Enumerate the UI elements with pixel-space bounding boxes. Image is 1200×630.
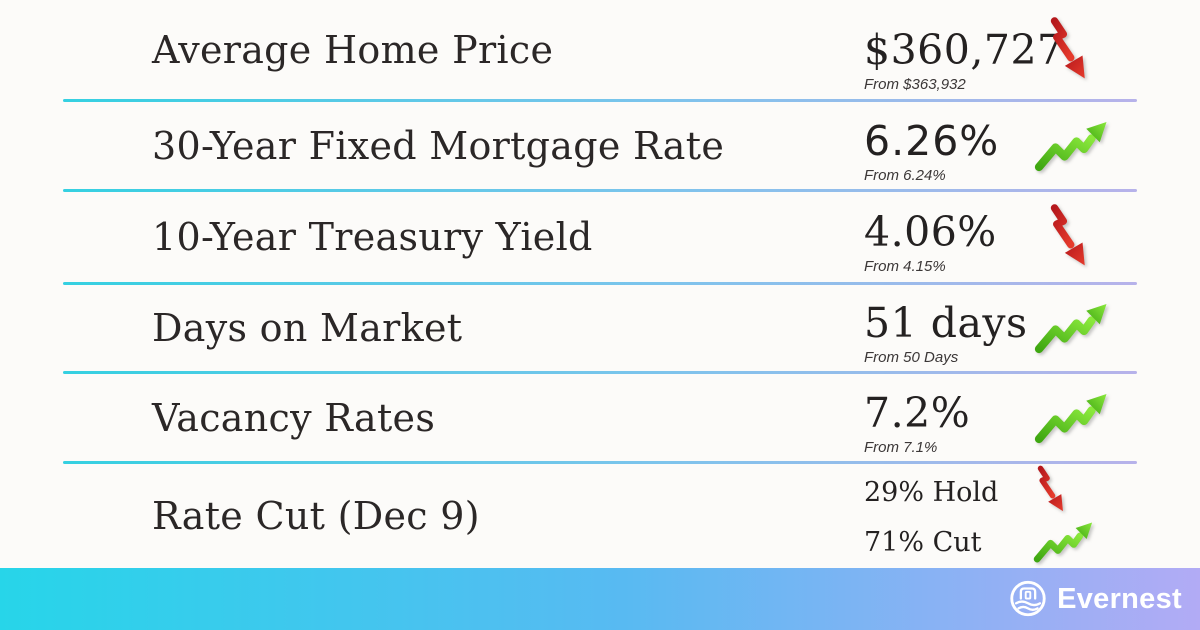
metric-row-average-home-price: Average Home Price $360,727 From $363,93… [0, 0, 1200, 99]
metric-value-block: 51 days From 50 Days [864, 299, 1028, 367]
metric-previous-value: From 6.24% [864, 166, 946, 184]
metric-row-rate-cut: Rate Cut (Dec 9) 29% Hold 71% Cut [0, 464, 1200, 568]
evernest-logo-icon [1010, 580, 1046, 617]
trend-up-icon [1034, 393, 1107, 443]
rate-cut-cut-row: 71% Cut [864, 520, 1164, 564]
metric-row-days-on-market: Days on Market 51 days From 50 Days [0, 285, 1200, 371]
row-divider [63, 461, 1137, 464]
metric-previous-value: From 7.1% [864, 438, 938, 456]
metric-label: 30-Year Fixed Mortgage Rate [152, 123, 725, 168]
trend-down-icon [1037, 465, 1063, 512]
metric-value: 51 days [864, 299, 1028, 348]
metric-value: 4.06% [864, 208, 997, 257]
trend-down-icon [1050, 204, 1085, 266]
metric-row-vacancy-rates: Vacancy Rates 7.2% From 7.1% [0, 374, 1200, 461]
metric-value: 29% Hold [864, 476, 999, 508]
metric-value: 6.26% [864, 116, 1000, 165]
metric-label: 10-Year Treasury Yield [152, 215, 593, 259]
metric-label: Average Home Price [152, 27, 554, 72]
metric-value-block: 7.2% From 7.1% [864, 388, 971, 456]
metric-value: 7.2% [864, 388, 971, 437]
metric-previous-value: From $363,932 [864, 76, 966, 94]
rate-cut-hold-row: 29% Hold [864, 465, 1164, 516]
row-divider [63, 371, 1137, 374]
trend-up-icon [1034, 304, 1107, 354]
metric-value: $360,727 [864, 26, 1064, 75]
metric-previous-value: From 4.15% [864, 258, 946, 276]
metric-value: 71% Cut [864, 526, 982, 558]
metric-label: Vacancy Rates [152, 395, 436, 440]
trend-up-icon [1034, 121, 1107, 171]
metric-row-treasury-yield: 10-Year Treasury Yield 4.06% From 4.15% [0, 192, 1200, 282]
trend-up-icon [1033, 522, 1093, 563]
row-divider [63, 99, 1137, 102]
trend-down-icon [1050, 16, 1085, 78]
metric-label: Rate Cut (Dec 9) [152, 494, 480, 538]
rate-cut-split: 29% Hold 71% Cut [864, 465, 1164, 566]
metric-label: Days on Market [152, 306, 463, 350]
metric-row-mortgage-rate: 30-Year Fixed Mortgage Rate 6.26% From 6… [0, 102, 1200, 189]
row-divider [63, 189, 1137, 192]
metric-value-block: $360,727 From $363,932 [864, 26, 1064, 94]
evernest-wordmark: Evernest [1057, 582, 1182, 615]
metric-value-block: 4.06% From 4.15% [864, 208, 997, 276]
metric-previous-value: From 50 Days [864, 349, 959, 367]
footer-bar: Evernest [0, 568, 1200, 630]
metric-value-block: 6.26% From 6.24% [864, 116, 1000, 184]
row-divider [63, 282, 1137, 285]
evernest-brand: Evernest [1007, 578, 1182, 620]
